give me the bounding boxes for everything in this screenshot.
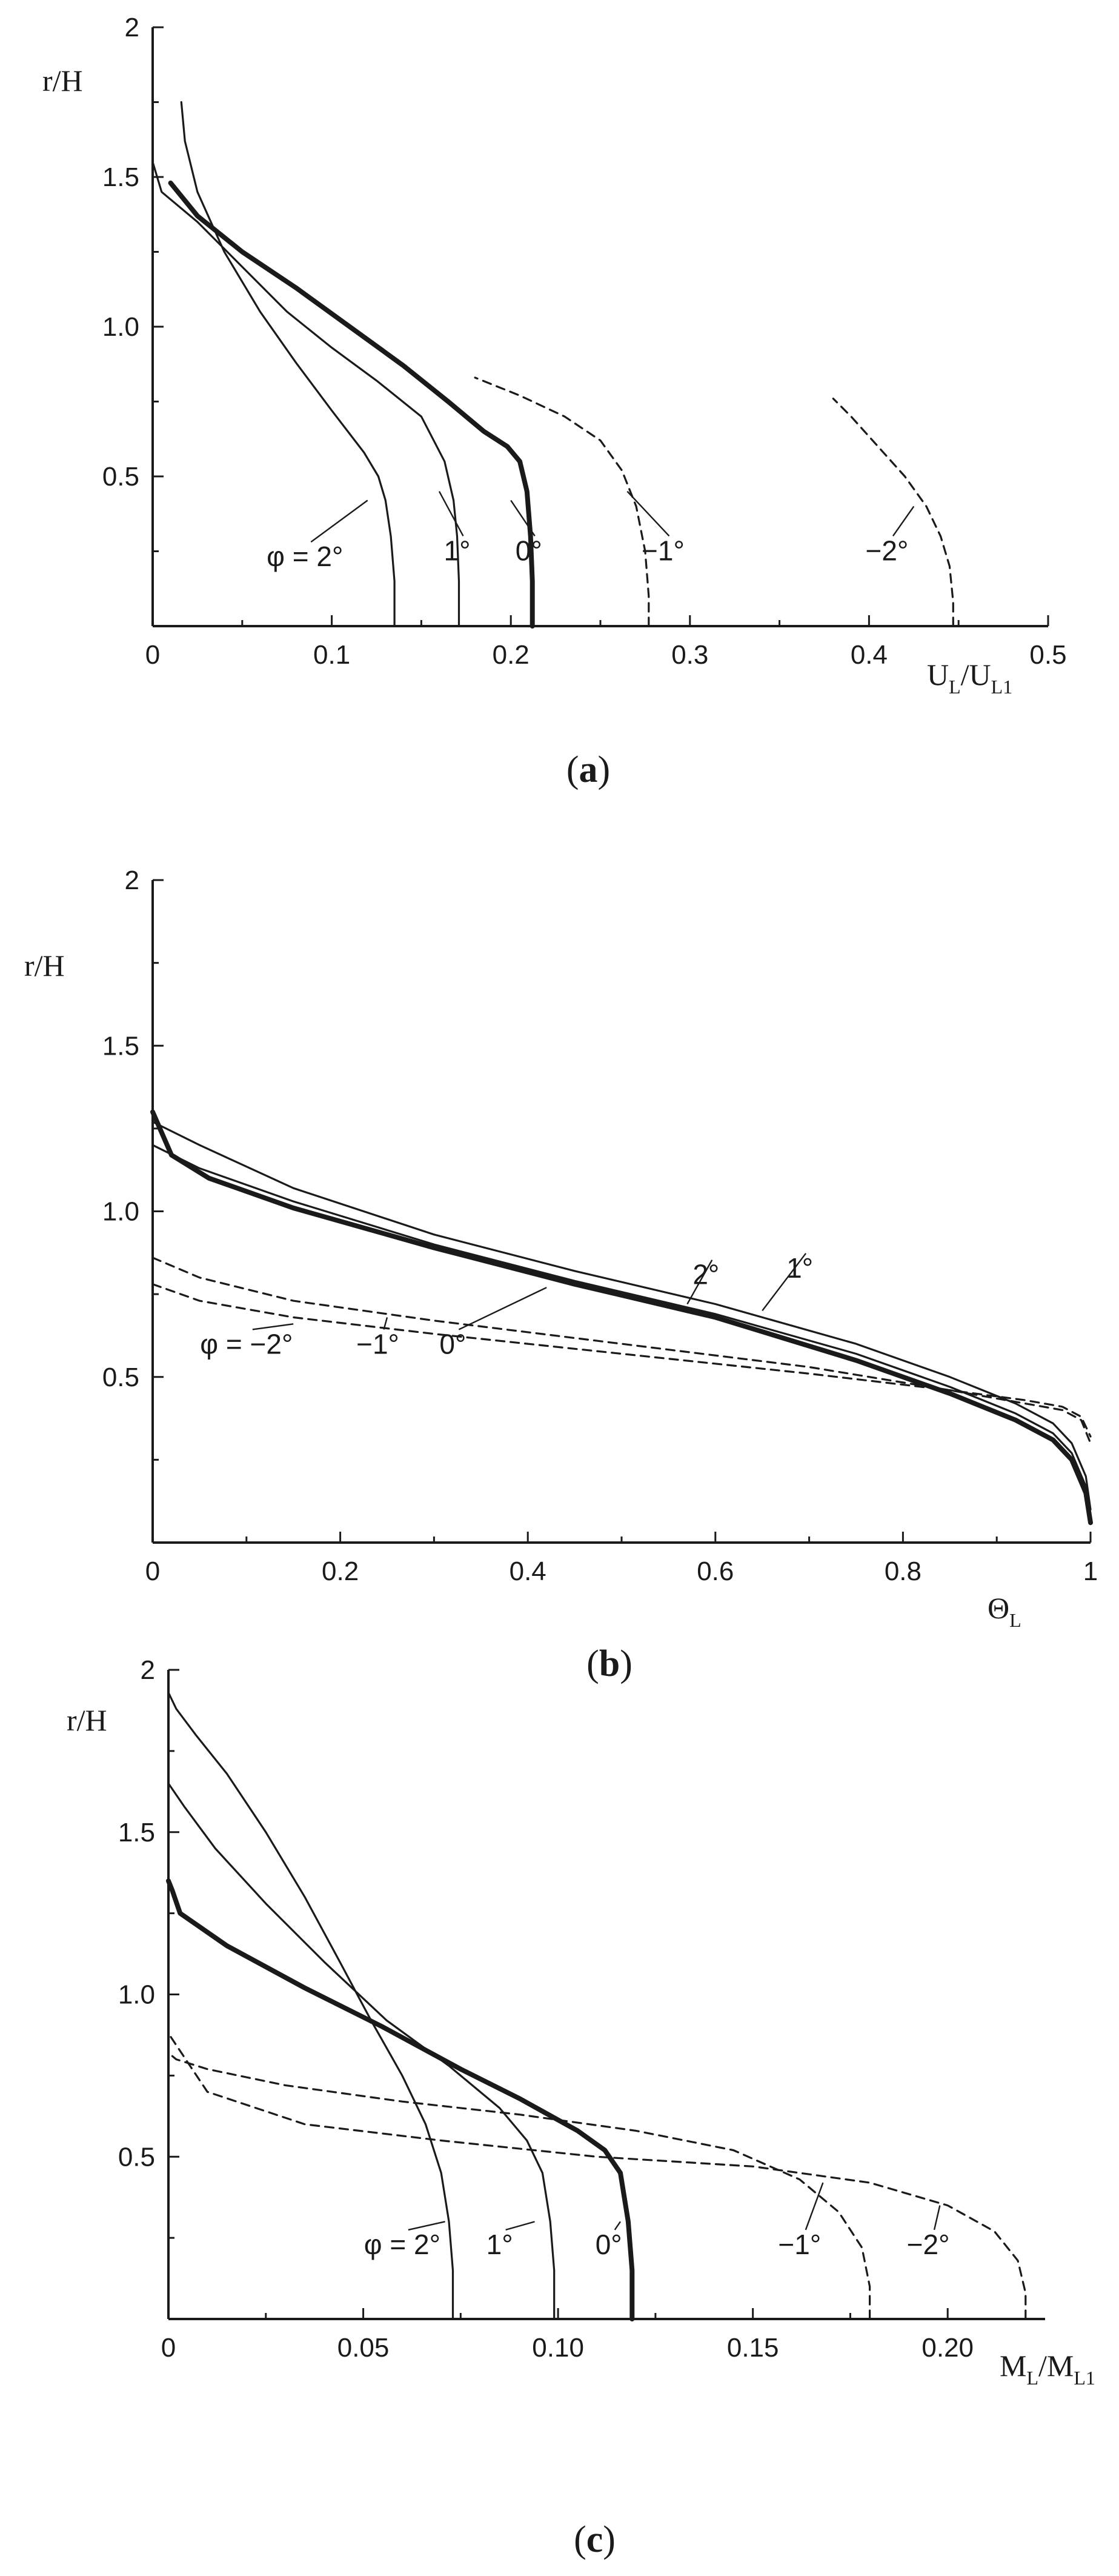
series-line <box>166 1878 635 2321</box>
y-tick-label: 1.5 <box>102 1031 139 1061</box>
y-axis-title: r/H <box>24 949 65 983</box>
x-tick-label: 0.5 <box>1029 640 1066 670</box>
series-label-leader <box>252 1323 294 1330</box>
x-tick-label: 1 <box>1083 1557 1098 1586</box>
series-label: φ = −2° <box>200 1328 293 1360</box>
series-label-leader <box>626 490 670 537</box>
series-label-leader <box>408 2221 445 2231</box>
y-tick-label: 1.5 <box>102 162 139 192</box>
series-label-leader <box>892 506 915 537</box>
series-label: 1° <box>444 535 471 566</box>
y-tick-label: 1.0 <box>118 1980 155 2010</box>
x-tick-label: 0.3 <box>671 640 708 670</box>
y-tick-label: 1.5 <box>118 1818 155 1847</box>
series-label-leader <box>458 1287 547 1330</box>
series-label: 1° <box>486 2229 513 2260</box>
x-tick-label: 0.8 <box>885 1557 921 1586</box>
series-label: 2° <box>692 1259 719 1290</box>
series-line <box>151 1144 1092 1521</box>
series-label-leader <box>438 491 464 536</box>
y-tick-label: 1.0 <box>102 312 139 342</box>
x-axis-title: ΘL <box>988 1591 1021 1631</box>
series-label-leader <box>762 1253 807 1312</box>
chart-panel-b: 0 0.2 0.4 0.6 0.8 1 0.5 1.0 1.5 2 r/H ΘL 2° 1° 0° −1° φ … <box>24 866 1098 1684</box>
y-tick-label: 0.5 <box>102 462 139 492</box>
x-axis-title: ML/ML1 <box>1000 2349 1095 2389</box>
chart-panel-a: 0 0.1 0.2 0.3 0.4 0.5 0.5 1.0 1.5 2 r/H UL/UL1 φ = 2… <box>42 13 1067 790</box>
x-tick-label: 0 <box>145 1557 160 1586</box>
series-line <box>474 376 650 627</box>
x-tick-label: 0.15 <box>727 2333 779 2363</box>
series-line <box>832 398 954 627</box>
series-line <box>151 1121 1092 1510</box>
series-line <box>151 1256 1092 1444</box>
x-tick-label: 0.1 <box>313 640 350 670</box>
y-tick-label: 1.0 <box>102 1197 139 1227</box>
series-label-leader <box>686 1260 713 1305</box>
series-label: −1° <box>642 535 685 566</box>
x-tick-label: 0 <box>145 640 160 670</box>
series-label: −2° <box>907 2229 950 2260</box>
y-axis-title: r/H <box>42 64 83 98</box>
series-line <box>151 161 460 627</box>
x-tick-label: 0.4 <box>510 1557 546 1586</box>
series-label: 0° <box>439 1328 466 1360</box>
series-label-leader <box>505 2221 535 2231</box>
series-label-leader <box>933 2205 941 2231</box>
series-line <box>167 1691 454 2320</box>
y-axis-title: r/H <box>67 1703 107 1737</box>
series-line <box>167 1782 556 2320</box>
series-label: 0° <box>596 2229 622 2260</box>
x-tick-label: 0.6 <box>697 1557 734 1586</box>
chart-panel-c: 0 0.05 0.10 0.15 0.20 0.5 1.0 1.5 2 r/H ML/ML1 φ = … <box>67 1655 1095 2560</box>
y-tick-label: 2 <box>125 13 139 42</box>
y-tick-label: 0.5 <box>102 1363 139 1392</box>
series-label: φ = 2° <box>364 2229 440 2260</box>
series-line <box>167 2032 1027 2320</box>
series-line <box>150 1109 1093 1526</box>
panel-caption: (b) <box>586 1643 633 1684</box>
panel-caption: (c) <box>574 2519 616 2560</box>
series-label: −2° <box>866 535 909 566</box>
series-label: 0° <box>516 535 542 566</box>
x-tick-label: 0.2 <box>322 1557 359 1586</box>
series-label-leader <box>614 2221 621 2231</box>
series-line <box>167 2052 871 2320</box>
y-tick-label: 0.5 <box>118 2142 155 2172</box>
x-tick-label: 0.2 <box>493 640 530 670</box>
series-line <box>180 101 396 627</box>
series-label: 1° <box>786 1252 813 1284</box>
series-label-leader <box>310 499 368 543</box>
series-line <box>151 1283 1092 1438</box>
series-label: −1° <box>778 2229 821 2260</box>
panel-caption: (a) <box>566 749 610 790</box>
x-tick-label: 0.4 <box>851 640 888 670</box>
series-label: φ = 2° <box>267 541 343 572</box>
x-tick-label: 0.20 <box>921 2333 974 2363</box>
series-label-leader <box>805 2182 824 2231</box>
y-tick-label: 2 <box>141 1655 155 1685</box>
x-axis-title: UL/UL1 <box>927 658 1012 698</box>
series-label: −1° <box>356 1328 399 1360</box>
x-tick-label: 0.10 <box>532 2333 584 2363</box>
y-tick-label: 2 <box>125 866 139 895</box>
series-label-leader <box>510 499 536 536</box>
x-tick-label: 0 <box>161 2333 176 2363</box>
x-tick-label: 0.05 <box>337 2333 390 2363</box>
